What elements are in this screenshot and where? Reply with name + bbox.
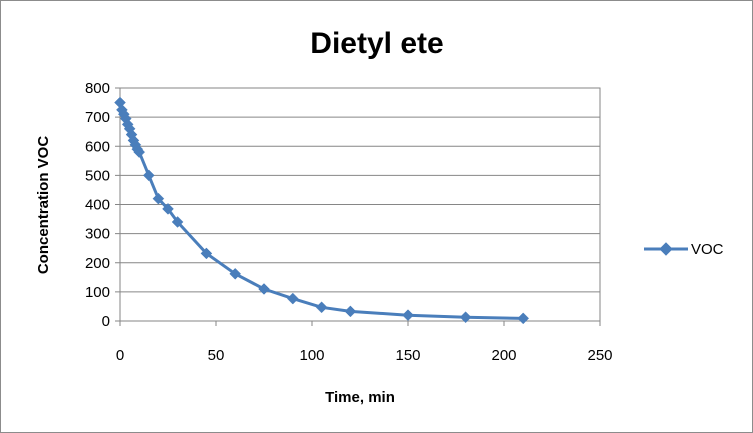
series-line [118, 102, 524, 320]
data-point [258, 283, 270, 295]
data-point [459, 311, 472, 324]
data-point [152, 192, 165, 205]
gridlines [120, 116, 600, 293]
y-tick-label: 500 [85, 167, 110, 184]
data-point [402, 309, 414, 322]
y-axis: 0 100 200 300 400 500 600 700 800 [85, 80, 120, 330]
x-tick-label: 100 [299, 347, 324, 364]
x-axis: 0 50 100 150 200 250 [116, 321, 613, 364]
y-tick-label: 600 [85, 138, 110, 155]
data-point [133, 146, 146, 158]
x-tick-label: 250 [587, 347, 612, 364]
y-axis-title: Concentration VOC [35, 136, 52, 275]
data-point [286, 292, 299, 305]
legend-marker [659, 242, 673, 256]
x-axis-title: Time, min [325, 389, 395, 406]
legend: VOC [644, 241, 724, 258]
y-tick-label: 100 [85, 284, 110, 301]
data-point [171, 216, 184, 228]
y-tick-label: 700 [85, 109, 110, 126]
data-point [162, 203, 174, 215]
y-tick-label: 200 [85, 255, 110, 272]
y-tick-label: 0 [102, 313, 110, 330]
series-voc [114, 96, 530, 325]
x-tick-label: 150 [395, 347, 420, 364]
data-point [229, 267, 242, 280]
data-point [517, 312, 530, 325]
data-point [344, 305, 357, 318]
x-tick-label: 200 [491, 347, 516, 364]
data-point [200, 247, 213, 260]
data-point [315, 301, 328, 314]
y-tick-label: 400 [85, 197, 110, 214]
x-tick-label: 50 [208, 347, 225, 364]
chart-title: Dietyl ete [310, 27, 443, 60]
data-point [142, 169, 155, 182]
y-tick-label: 800 [85, 80, 110, 97]
y-tick-label: 300 [85, 226, 110, 243]
legend-label-voc: VOC [691, 241, 724, 258]
x-tick-label: 0 [116, 347, 124, 364]
